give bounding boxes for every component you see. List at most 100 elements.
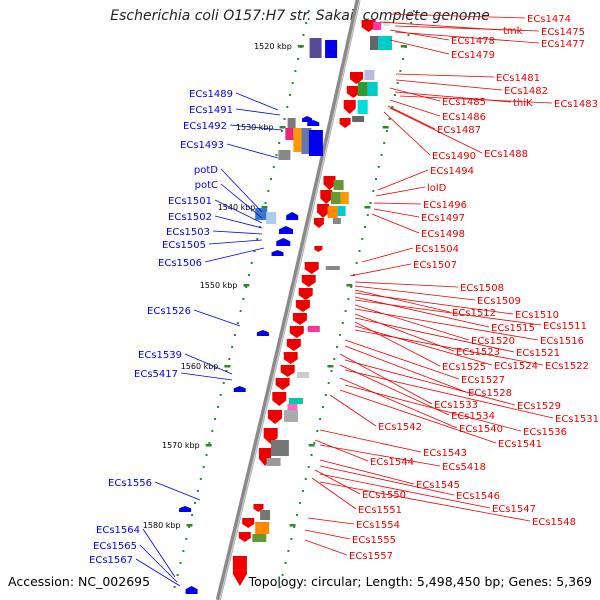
leader-line	[307, 517, 355, 525]
forward-gene-block	[285, 128, 294, 140]
scale-tick-right	[327, 365, 334, 368]
gene-block	[297, 372, 309, 378]
gene-label: ECs1534	[451, 411, 495, 422]
forward-gene-block	[293, 128, 302, 152]
gene-block	[252, 534, 267, 542]
forward-gene-block	[301, 128, 312, 154]
tick-dot-right	[316, 430, 319, 432]
leader-line	[354, 299, 542, 326]
gene-label: ECs1556	[108, 478, 152, 489]
gene-label: ECs1516	[540, 336, 584, 347]
tick-dot-right	[355, 262, 358, 264]
tick-dot-right	[336, 346, 339, 348]
scale-tick-right	[308, 444, 315, 447]
leader-line	[180, 372, 233, 381]
tick-dot-left	[307, 10, 310, 12]
gene-label: ECs1540	[459, 424, 503, 435]
tick-dot-right	[296, 514, 299, 516]
tick-dot-left	[225, 370, 228, 372]
forward-gene-arrow	[233, 386, 246, 392]
tick-dot-right	[402, 58, 405, 60]
tick-dot-left	[228, 358, 231, 360]
gene-label: ECs1531	[555, 414, 599, 425]
leader-line	[344, 345, 467, 393]
leader-line	[394, 31, 540, 44]
tick-dot-left	[196, 490, 199, 492]
forward-gene-block	[266, 212, 277, 224]
gene-block	[332, 218, 341, 224]
leader-line	[373, 208, 420, 218]
scale-label: 1550 kbp	[200, 281, 238, 290]
leader-line	[139, 544, 178, 583]
gene-label: ECs1509	[477, 296, 521, 307]
forward-gene-arrow	[307, 120, 320, 126]
gene-block	[364, 70, 375, 80]
gene-label: ECs1541	[498, 439, 542, 450]
reverse-gene-arrow	[283, 352, 298, 364]
scale-tick-right	[400, 45, 407, 48]
tick-dot-right	[319, 418, 322, 420]
scale-label: 1580 kbp	[143, 521, 181, 530]
leader-line	[354, 296, 490, 328]
scale-label: 1560 kbp	[181, 362, 219, 371]
leader-line	[193, 309, 241, 327]
leader-line	[354, 329, 544, 366]
backbone-line	[215, 0, 361, 600]
forward-gene-block	[309, 38, 322, 58]
tick-dot-left	[176, 574, 179, 576]
tick-dot-left	[245, 286, 248, 288]
leader-line	[344, 339, 460, 380]
gene-label: ECs1508	[460, 283, 504, 294]
leader-line	[389, 29, 450, 41]
tick-dot-right	[407, 34, 410, 36]
gene-label: ECs1544	[370, 457, 414, 468]
gene-label: ECs1524	[494, 361, 538, 372]
leader-line	[319, 481, 531, 522]
leader-line	[377, 169, 429, 191]
tick-dot-left	[297, 58, 300, 60]
gene-label: ECs1501	[168, 196, 212, 207]
reverse-gene-arrow	[238, 532, 251, 542]
tick-dot-right	[330, 370, 333, 372]
leader-line	[354, 285, 476, 301]
gene-label: ECs1505	[162, 240, 206, 251]
leader-line	[383, 111, 431, 156]
gene-label: ECs1485	[442, 97, 486, 108]
scale-tick-left	[205, 444, 212, 447]
forward-gene-block	[308, 130, 323, 156]
leader-line	[226, 143, 279, 159]
leader-line	[235, 108, 281, 116]
leader-line	[361, 247, 414, 263]
reverse-gene-arrow	[314, 246, 323, 252]
accession-label: Accession: NC_002695	[8, 574, 151, 589]
gene-label: ECs1527	[461, 375, 505, 386]
leader-line	[204, 247, 265, 263]
tick-dot-left	[188, 526, 191, 528]
reverse-gene-arrow	[313, 218, 324, 228]
forward-gene-block	[255, 208, 268, 220]
gene-label: ECs1565	[93, 541, 137, 552]
tick-dot-left	[199, 478, 202, 480]
reverse-gene-arrow	[292, 313, 307, 325]
tick-dot-right	[287, 550, 290, 552]
gene-label: ECs1526	[147, 306, 191, 317]
gene-block	[370, 36, 378, 50]
gene-block	[284, 410, 298, 422]
tick-dot-left	[234, 334, 236, 336]
tick-dot-left	[214, 418, 217, 420]
leader-line	[389, 39, 450, 55]
reverse-gene-arrow	[304, 262, 319, 274]
gene-label: ECs1515	[491, 323, 535, 334]
gene-block	[266, 458, 281, 466]
tick-dot-left	[239, 310, 242, 312]
gene-label: ECs1496	[423, 200, 467, 211]
gene-label: ECs1482	[504, 86, 548, 97]
tick-dot-right	[281, 574, 284, 576]
gene-block	[260, 510, 271, 520]
tick-dot-right	[372, 190, 375, 192]
tick-dot-left	[217, 406, 219, 408]
gene-label: thiK	[513, 98, 533, 109]
gene-block	[333, 180, 344, 190]
gene-label: ECs1487	[437, 125, 481, 136]
tick-dot-right	[304, 478, 307, 480]
